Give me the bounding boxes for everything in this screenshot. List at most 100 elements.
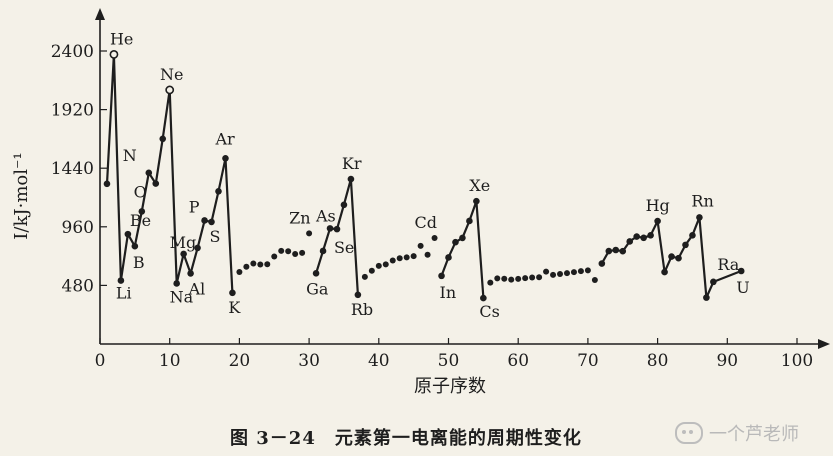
x-tick-label: 40: [368, 351, 390, 371]
ionization-energy-chart: 0 10 20 30 40 50 60 70 80 90 100 480 960 1440 1920 2400…: [11, 8, 830, 397]
data-point: [557, 271, 564, 278]
x-axis-arrow: [818, 339, 830, 349]
data-point: [361, 273, 368, 280]
data-point: [340, 201, 348, 209]
element-label-ra: Ra: [717, 255, 739, 274]
x-tick-label: 10: [159, 351, 181, 371]
data-point: [424, 251, 431, 258]
data-point: [354, 291, 362, 299]
element-label-xe: Xe: [469, 176, 490, 195]
data-point: [368, 267, 375, 274]
data-point: [389, 257, 396, 264]
data-point: [584, 267, 591, 274]
data-point: [306, 230, 313, 237]
element-label-k: K: [228, 298, 241, 317]
element-label-na: Na: [170, 287, 194, 306]
data-point: [333, 225, 341, 233]
y-tick-label: 480: [62, 276, 94, 296]
data-point: [375, 262, 382, 269]
data-point: [431, 235, 438, 242]
data-point: [494, 275, 501, 282]
element-label-he: He: [110, 29, 133, 48]
element-label-rb: Rb: [351, 300, 373, 319]
data-point: [661, 268, 668, 276]
data-point: [215, 187, 222, 195]
data-point: [299, 249, 306, 256]
data-point: [487, 279, 494, 286]
series-line: [315, 178, 359, 295]
y-axis-arrow: [95, 8, 105, 20]
x-tick-label: 70: [577, 351, 599, 371]
data-point: [250, 260, 257, 267]
data-point: [187, 270, 194, 277]
data-point: [347, 175, 355, 183]
data-point: [563, 270, 570, 277]
data-point: [438, 272, 445, 280]
element-label-s: S: [210, 227, 221, 246]
data-point: [577, 268, 584, 275]
y-tick-label: 1440: [51, 159, 94, 179]
series: [103, 50, 745, 302]
data-point: [229, 289, 236, 297]
element-label-be: Be: [130, 211, 151, 230]
data-point: [165, 85, 175, 95]
data-point: [640, 234, 647, 242]
x-tick-label: 30: [298, 351, 320, 371]
data-point: [417, 242, 424, 249]
element-label-ar: Ar: [214, 129, 235, 148]
data-point: [536, 274, 543, 281]
data-point: [703, 294, 710, 301]
data-point: [103, 180, 111, 188]
figure-caption: 图 3－24 元素第一电离能的周期性变化: [230, 428, 582, 449]
data-point: [152, 180, 160, 187]
data-point: [710, 278, 717, 286]
data-point: [605, 247, 613, 255]
element-label-cs: Cs: [479, 302, 499, 321]
data-point: [271, 253, 278, 260]
data-point: [194, 244, 201, 252]
data-point: [619, 247, 627, 255]
y-axis-label: I/kJ·mol⁻¹: [11, 152, 32, 239]
data-point: [501, 275, 508, 282]
y-tick-label: 1920: [51, 101, 94, 121]
data-point: [737, 267, 745, 275]
data-point: [633, 233, 640, 240]
data-point: [285, 248, 292, 255]
data-point: [312, 270, 320, 277]
data-point: [529, 274, 536, 281]
data-point: [131, 242, 139, 250]
data-point: [396, 255, 403, 262]
data-point: [138, 208, 146, 215]
element-label-kr: Kr: [342, 154, 362, 173]
data-point: [145, 169, 153, 177]
element-label-ne: Ne: [160, 65, 183, 84]
x-axis-label: 原子序数: [414, 376, 486, 397]
data-point: [591, 277, 598, 284]
y-tick-label: 2400: [51, 42, 94, 62]
data-point: [550, 271, 557, 278]
data-point: [208, 218, 215, 226]
data-point: [668, 253, 675, 260]
data-point: [459, 234, 466, 242]
data-point: [689, 232, 696, 239]
data-point: [675, 254, 682, 262]
x-tick-label: 20: [229, 351, 251, 371]
data-point: [473, 197, 480, 205]
data-point: [445, 254, 452, 261]
data-point: [696, 214, 703, 221]
y-tick-label: 960: [62, 218, 94, 238]
wechat-icon: [675, 422, 703, 444]
data-point: [612, 246, 620, 254]
data-point: [466, 217, 473, 225]
data-point: [257, 261, 264, 268]
data-point: [278, 247, 285, 254]
element-label-zn: Zn: [289, 208, 310, 227]
data-point: [410, 253, 417, 260]
element-label-hg: Hg: [646, 196, 670, 215]
data-point: [522, 275, 529, 282]
element-label-rn: Rn: [691, 191, 713, 210]
element-label-cd: Cd: [415, 213, 437, 232]
data-point: [403, 254, 410, 261]
element-label-p: P: [189, 197, 200, 216]
